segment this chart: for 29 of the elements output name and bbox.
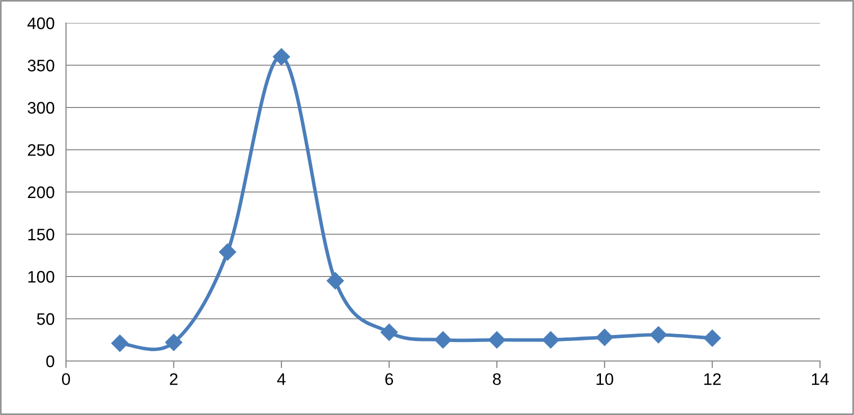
y-tick-label: 150 [28,228,54,240]
y-tick-label: 400 [27,17,54,30]
point [704,330,721,347]
x-tick-label: 0 [62,373,70,386]
point [650,326,667,344]
point [380,324,398,341]
point [165,334,182,351]
point [219,243,236,261]
x-tick-label: 2 [170,373,178,385]
y-tick-label: 200 [28,186,54,198]
y-tick-label: 100 [28,270,54,283]
y-tick-label: 300 [28,102,54,114]
x-tick-label: 4 [277,373,286,385]
y-tick-label: 0 [46,355,54,368]
x-tick-label: 14 [812,373,829,385]
point [434,331,452,348]
y-tick-label: 350 [28,60,54,72]
x-tick-label: 10 [596,373,614,386]
point [111,334,128,352]
x-tick-label: 12 [704,373,721,385]
point [326,272,344,290]
point [596,328,614,346]
point [272,48,290,66]
y-tick-label: 250 [28,144,54,156]
point [488,331,506,348]
x-tick-label: 8 [492,373,501,386]
x-tick-label: 6 [385,373,394,386]
y-tick-label: 50 [37,313,54,325]
point [542,331,560,348]
